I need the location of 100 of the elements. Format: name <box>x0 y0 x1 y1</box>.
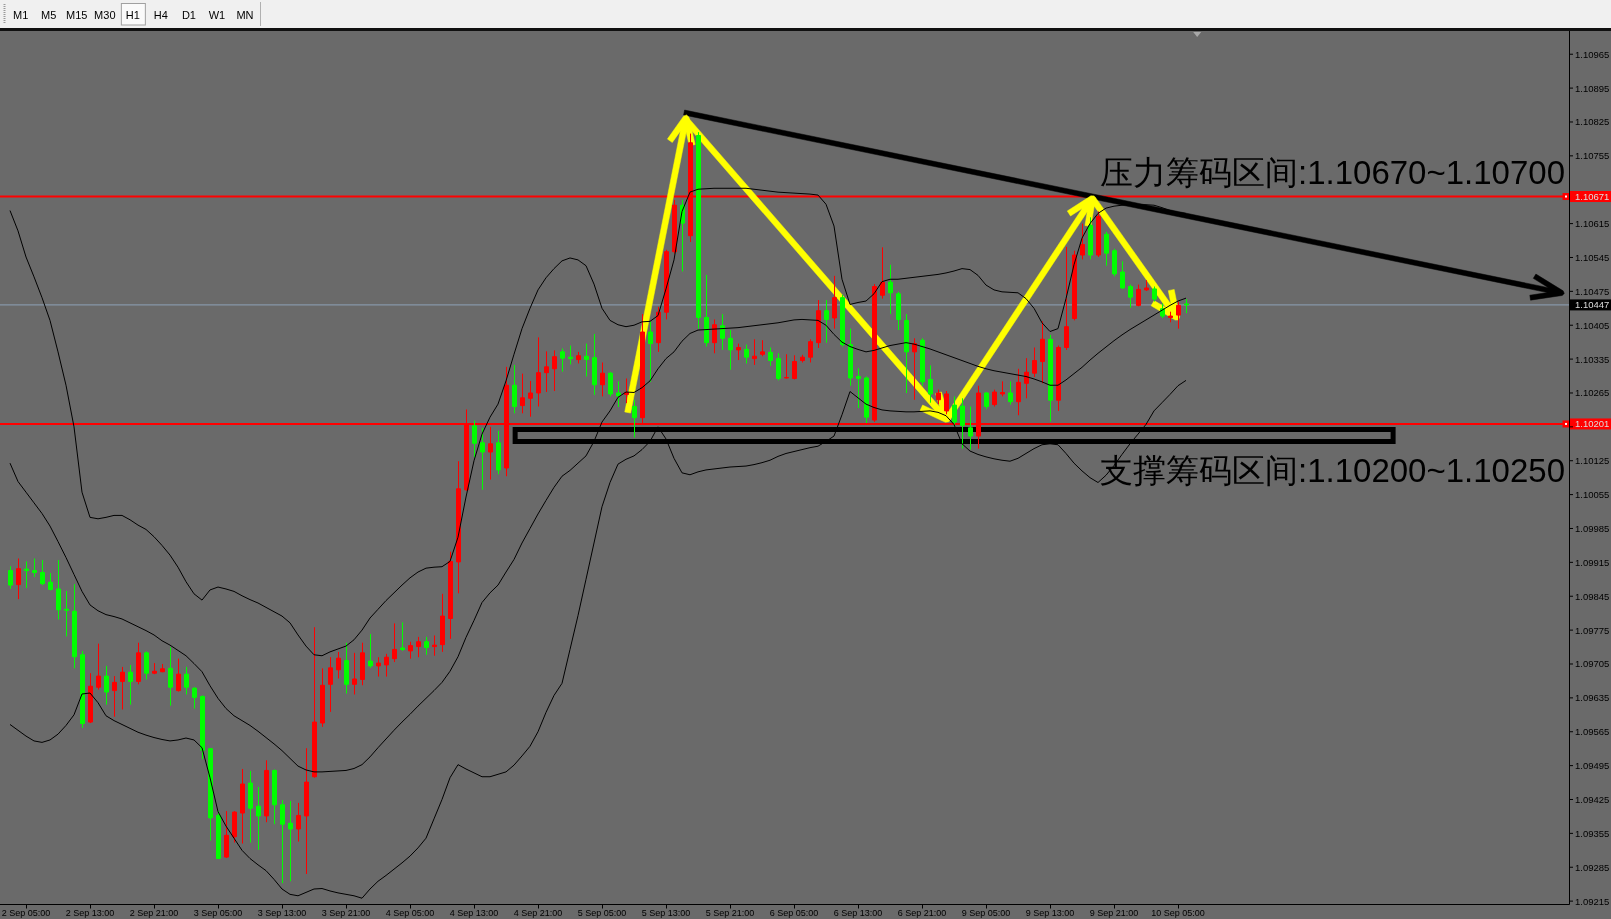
candlestick <box>488 426 493 481</box>
y-tick-label: 1.09845 <box>1575 590 1610 602</box>
y-tick-label: 1.09705 <box>1575 658 1610 670</box>
candlestick <box>448 551 453 640</box>
candlestick <box>1144 279 1149 292</box>
candlestick <box>560 347 565 373</box>
candlestick <box>408 641 413 660</box>
text: MN <box>236 8 254 21</box>
candlestick <box>1168 311 1173 323</box>
candlestick <box>160 663 165 673</box>
candlestick <box>616 380 621 408</box>
candlestick <box>336 651 341 679</box>
candlestick <box>960 397 965 450</box>
candlestick <box>472 420 477 458</box>
candlestick <box>248 770 253 844</box>
candlestick <box>352 652 357 695</box>
candlestick <box>552 349 557 392</box>
candlestick <box>168 647 173 707</box>
candlestick <box>272 768 277 825</box>
y-tick-label: 1.10755 <box>1575 150 1610 162</box>
candlestick <box>944 390 949 415</box>
x-tick-label: 5 Sep 13:00 <box>641 907 691 918</box>
candlestick <box>824 299 829 344</box>
candlestick <box>376 656 381 678</box>
y-tick-label: 1.09915 <box>1575 556 1610 568</box>
candlestick <box>304 747 309 875</box>
text: W1 <box>208 8 226 21</box>
annotation: 压力筹码区间:1.10670~1.10700 <box>1099 154 1565 191</box>
x-tick-label: 6 Sep 13:00 <box>833 907 883 918</box>
candlestick <box>912 337 917 401</box>
candlestick <box>1176 301 1181 330</box>
x-tick-label: 9 Sep 21:00 <box>1089 907 1139 918</box>
candlestick <box>312 626 317 779</box>
candlestick <box>848 328 853 387</box>
candlestick <box>696 131 701 330</box>
candlestick <box>416 636 421 658</box>
candlestick <box>800 354 805 363</box>
ref-line-label: 1.10201 <box>1575 418 1610 430</box>
candlestick <box>896 291 901 331</box>
candlestick <box>1040 320 1045 384</box>
candlestick <box>1096 211 1101 258</box>
candlestick <box>968 406 973 451</box>
candlestick <box>648 320 653 383</box>
candlestick <box>1152 286 1157 303</box>
x-tick-label: 6 Sep 05:00 <box>769 907 819 918</box>
x-tick-label: 2 Sep 13:00 <box>65 907 115 918</box>
y-tick-label: 1.10265 <box>1575 387 1610 399</box>
candlestick <box>8 565 13 590</box>
candlestick <box>96 643 101 691</box>
candlestick <box>256 786 261 851</box>
y-tick-label: 1.10895 <box>1575 82 1610 94</box>
candlestick <box>176 658 181 693</box>
candlestick <box>80 650 85 729</box>
candlestick <box>1056 345 1061 412</box>
y-tick-label: 1.09985 <box>1575 522 1610 534</box>
candlestick <box>776 352 781 381</box>
candlestick <box>720 313 725 351</box>
candlestick <box>1160 302 1165 319</box>
x-tick-label: 4 Sep 05:00 <box>385 907 435 918</box>
candlestick <box>784 353 789 379</box>
candlestick <box>1104 231 1109 267</box>
candlestick <box>24 560 29 589</box>
candlestick <box>632 399 637 438</box>
candlestick <box>264 759 269 823</box>
candlestick <box>296 802 301 843</box>
candlestick <box>88 672 93 724</box>
candlestick <box>768 346 773 367</box>
candlestick <box>232 810 237 844</box>
candlestick <box>280 799 285 884</box>
candlestick <box>736 343 741 361</box>
candlestick <box>320 667 325 728</box>
candlestick <box>1088 216 1093 260</box>
candlestick <box>1048 334 1053 423</box>
y-tick-label: 1.09215 <box>1575 895 1610 907</box>
candlestick <box>656 306 661 353</box>
candlestick <box>1120 260 1125 290</box>
candlestick <box>1016 368 1021 416</box>
text: M15 <box>66 8 88 21</box>
y-tick-label: 1.09565 <box>1575 726 1610 738</box>
candlestick <box>128 664 133 706</box>
candlestick <box>1000 380 1005 397</box>
x-tick-label: 4 Sep 13:00 <box>449 907 499 918</box>
y-tick-label: 1.10965 <box>1575 48 1610 60</box>
text: H1 <box>125 8 140 21</box>
candlestick <box>424 636 429 656</box>
candlestick <box>792 354 797 380</box>
candlestick <box>880 246 885 300</box>
candlestick <box>864 376 869 424</box>
candlestick <box>328 656 333 713</box>
y-tick-label: 1.10405 <box>1575 319 1610 331</box>
candlestick <box>576 351 581 364</box>
x-tick-label: 10 Sep 05:00 <box>1151 907 1205 918</box>
y-tick-label: 1.10125 <box>1575 455 1610 467</box>
candlestick <box>888 264 893 315</box>
candlestick <box>344 642 349 694</box>
candlestick <box>56 559 61 620</box>
candlestick <box>392 622 397 663</box>
y-tick-label: 1.09635 <box>1575 692 1610 704</box>
candlestick <box>992 389 997 408</box>
x-tick-label: 2 Sep 21:00 <box>129 907 179 918</box>
